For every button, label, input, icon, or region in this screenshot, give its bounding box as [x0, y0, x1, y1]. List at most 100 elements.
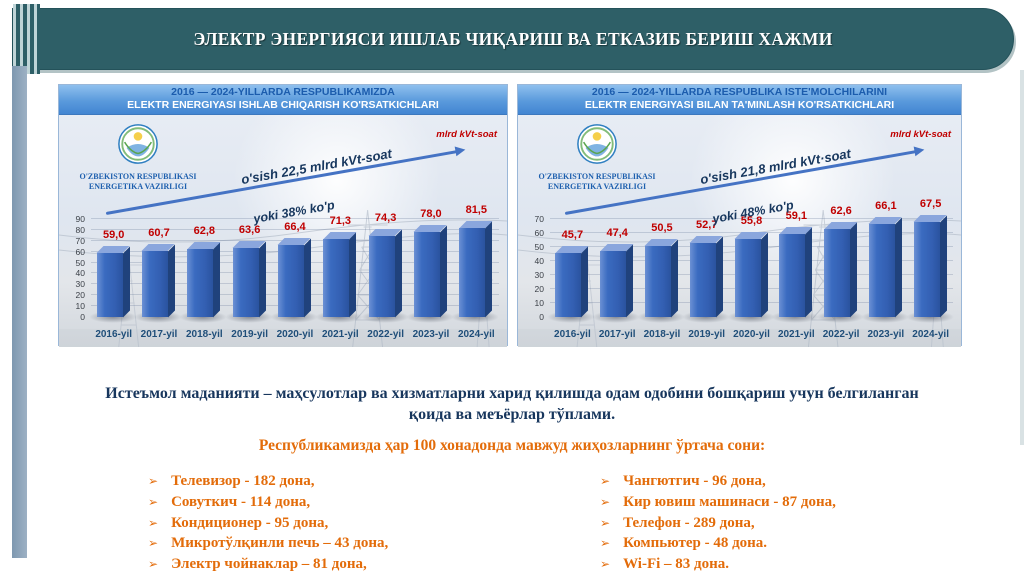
ministry-name: O'ZBEKISTON RESPUBLIKASI ENERGETIKA VAZI…: [67, 172, 209, 193]
bar-front-face: [323, 239, 350, 317]
bar-front-face: [187, 249, 214, 317]
gridline: [91, 218, 499, 219]
bar: [451, 220, 500, 323]
list-item: ➢ Телевизор - 182 дона,: [148, 471, 600, 492]
list-item-text: Кондиционер - 95 дона,: [171, 514, 329, 531]
bar-front-face: [600, 251, 627, 317]
bar: [816, 221, 865, 323]
unit-label: mlrd kVt-soat: [436, 129, 497, 140]
arrow-bullet-icon: ➢: [600, 515, 611, 530]
chart-title-line2: ELEKTR ENERGIYASI ISHLAB CHIQARISH KO'RS…: [127, 99, 439, 111]
bar-side-face: [626, 244, 634, 317]
bar-front-face: [868, 224, 895, 317]
bar-side-face: [581, 246, 589, 317]
bar-value-label: 50,5: [651, 222, 673, 234]
bar: [905, 214, 954, 323]
x-axis-label: 2019-yil: [688, 329, 726, 340]
x-axis-label: 2024-yil: [457, 329, 495, 340]
bar-front-face: [459, 228, 486, 317]
bar-group: 63,6: [224, 219, 273, 323]
x-axis-label: 2021-yil: [777, 329, 815, 340]
chart-title-line2: ELEKTR ENERGIYASI BILAN TA'MINLASH KO'RS…: [584, 99, 895, 111]
bar-group: 78,0: [405, 208, 454, 323]
list-item: ➢ Компьютер - 48 дона.: [600, 533, 954, 554]
list-item-text: Телефон - 289 дона,: [623, 514, 755, 531]
bar-group: 45,7: [547, 219, 596, 323]
bar-side-face: [485, 221, 493, 317]
x-axis-label: 2021-yil: [321, 329, 359, 340]
y-axis-tick-label: 60: [75, 246, 85, 257]
y-axis-tick-label: 30: [534, 270, 544, 280]
bar-series: 59,0 60,7 62,8 63,6 66,4 71,3 74,3 78,0 81,5: [88, 204, 500, 323]
slide-title: ЭЛЕКТР ЭНЕРГИЯСИ ИШЛАБ ЧИҚАРИШ ВА ЕТКАЗИ…: [193, 28, 833, 49]
bar-value-label: 67,5: [919, 198, 942, 210]
bar-side-face: [715, 236, 723, 317]
list-item-text: Чангютгич - 96 дона,: [623, 473, 766, 489]
list-item-text: Совуткич - 114 дона,: [171, 493, 311, 510]
ministry-badge: O'ZBEKISTON RESPUBLIKASI ENERGETIKA VAZI…: [67, 123, 209, 193]
bar-front-face: [368, 236, 395, 317]
definition-text: Истеъмол маданияти – маҳсулотлар ва хизм…: [105, 385, 919, 424]
x-axis-label: 2019-yil: [231, 329, 268, 340]
bar-front-face: [141, 251, 168, 317]
bar-side-face: [122, 246, 130, 317]
arrow-bullet-icon: ➢: [148, 515, 159, 530]
uzbekistan-emblem-logo: [118, 124, 158, 164]
list-item: ➢ Совуткич - 114 дона,: [148, 492, 600, 513]
list-item-text: Кир ювиш машинаси - 87 дона,: [623, 493, 836, 510]
x-axis-label: 2016-yil: [95, 329, 133, 340]
bar-front-face: [413, 232, 440, 317]
y-axis-tick-label: 30: [75, 279, 85, 290]
bar: [636, 238, 685, 323]
bar-group: 62,8: [179, 219, 228, 323]
bar-group: 66,1: [860, 200, 909, 323]
list-item: ➢ Чангютгич - 96 дона,: [600, 471, 954, 492]
bar-group: 62,6: [816, 205, 865, 323]
title-banner: ЭЛЕКТР ЭНЕРГИЯСИ ИШЛАБ ЧИҚАРИШ ВА ЕТКАЗИ…: [12, 4, 1014, 74]
bar: [315, 231, 364, 323]
chart-header: 2016 — 2024-YILLARDA RESPUBLIKA ISTE'MOL…: [518, 85, 961, 115]
unit-label: mlrd kVt-soat: [890, 129, 951, 140]
x-axis-label: 2022-yil: [822, 329, 860, 340]
bar: [860, 216, 909, 323]
ministry-name-line1: O'ZBEKISTON RESPUBLIKASI: [538, 172, 656, 181]
x-axis-label: 2017-yil: [598, 329, 636, 340]
bar: [179, 241, 228, 323]
bar: [88, 245, 137, 323]
bar-side-face: [850, 222, 858, 317]
list-item-text: Микротўлқинли печь – 43 дона,: [171, 535, 389, 552]
bar: [405, 224, 454, 323]
x-axis-label: 2023-yil: [867, 329, 905, 340]
bar-group: 50,5: [636, 219, 685, 323]
y-axis-tick-label: 10: [534, 298, 544, 308]
y-axis-tick-label: 90: [75, 214, 85, 224]
y-axis-tick-label: 0: [539, 312, 544, 322]
bar-group: 71,3: [315, 215, 364, 323]
arrow-bullet-icon: ➢: [600, 557, 611, 572]
x-axis-label: 2016-yil: [554, 329, 591, 340]
bar-side-face: [439, 225, 447, 317]
x-axis-label: 2018-yil: [185, 329, 223, 340]
bar-value-label: 59,0: [102, 229, 125, 241]
bar-group: 60,7: [133, 219, 182, 323]
bar-side-face: [894, 217, 902, 317]
bar: [592, 243, 641, 323]
x-axis-label: 2022-yil: [367, 329, 404, 340]
growth-annotation: o'sish 22,5 mlrd kVt-soat: [240, 145, 393, 188]
bar-group: 55,8: [726, 215, 775, 323]
bar-value-label: 45,7: [561, 229, 584, 241]
bar-value-label: 62,6: [830, 205, 852, 217]
bar-front-face: [824, 229, 851, 317]
bar-side-face: [939, 215, 947, 317]
appliance-lists: ➢ Телевизор - 182 дона, ➢ Совуткич - 114 до…: [148, 471, 954, 574]
bar-value-label: 78,0: [420, 208, 442, 220]
chart-title-line1: 2016 — 2024-YILLARDA RESPUBLIKA ISTE'MOL…: [591, 86, 888, 98]
y-axis-tick-label: 20: [75, 290, 85, 301]
bar-group: 67,5: [905, 198, 954, 323]
chart-body: O'ZBEKISTON RESPUBLIKASI ENERGETIKA VAZI…: [518, 115, 961, 347]
arrow-bullet-icon: ➢: [148, 494, 159, 509]
bar: [360, 228, 409, 323]
y-axis-tick-label: 60: [534, 228, 544, 238]
y-axis-tick-label: 20: [534, 284, 544, 294]
